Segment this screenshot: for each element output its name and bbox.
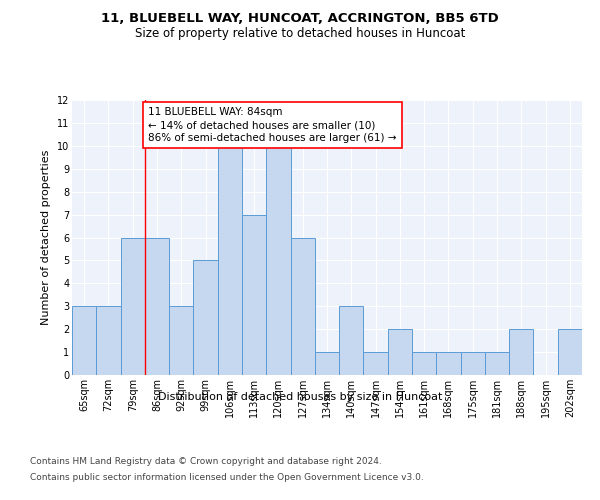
Bar bbox=[364, 352, 388, 375]
Text: Contains public sector information licensed under the Open Government Licence v3: Contains public sector information licen… bbox=[30, 472, 424, 482]
Bar bbox=[412, 352, 436, 375]
Text: Contains HM Land Registry data © Crown copyright and database right 2024.: Contains HM Land Registry data © Crown c… bbox=[30, 458, 382, 466]
Bar bbox=[509, 329, 533, 375]
Text: Distribution of detached houses by size in Huncoat: Distribution of detached houses by size … bbox=[158, 392, 442, 402]
Bar bbox=[339, 306, 364, 375]
Bar bbox=[121, 238, 145, 375]
Bar bbox=[290, 238, 315, 375]
Bar bbox=[388, 329, 412, 375]
Bar bbox=[169, 306, 193, 375]
Text: 11 BLUEBELL WAY: 84sqm
← 14% of detached houses are smaller (10)
86% of semi-det: 11 BLUEBELL WAY: 84sqm ← 14% of detached… bbox=[149, 107, 397, 144]
Bar bbox=[315, 352, 339, 375]
Bar bbox=[218, 146, 242, 375]
Bar bbox=[485, 352, 509, 375]
Bar bbox=[72, 306, 96, 375]
Bar bbox=[242, 214, 266, 375]
Text: 11, BLUEBELL WAY, HUNCOAT, ACCRINGTON, BB5 6TD: 11, BLUEBELL WAY, HUNCOAT, ACCRINGTON, B… bbox=[101, 12, 499, 26]
Bar bbox=[461, 352, 485, 375]
Bar bbox=[436, 352, 461, 375]
Bar bbox=[558, 329, 582, 375]
Y-axis label: Number of detached properties: Number of detached properties bbox=[41, 150, 51, 325]
Bar bbox=[266, 146, 290, 375]
Bar bbox=[193, 260, 218, 375]
Bar bbox=[145, 238, 169, 375]
Bar bbox=[96, 306, 121, 375]
Text: Size of property relative to detached houses in Huncoat: Size of property relative to detached ho… bbox=[135, 28, 465, 40]
